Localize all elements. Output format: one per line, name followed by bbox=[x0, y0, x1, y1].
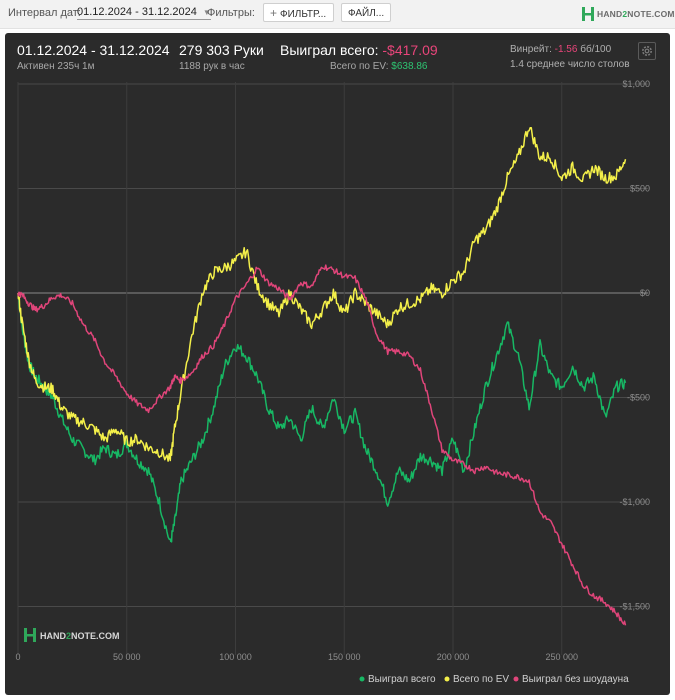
plus-icon: + bbox=[270, 6, 278, 20]
graph-panel: 01.12.2024 - 31.12.2024 Активен 235ч 1м … bbox=[5, 33, 670, 695]
period-title: 01.12.2024 - 31.12.2024 bbox=[17, 42, 170, 58]
watermark-text-a: HAND bbox=[40, 631, 66, 641]
ev-total: Всего по EV: $638.86 bbox=[330, 61, 427, 72]
hands-per-hour: 1188 рук в час bbox=[179, 61, 245, 72]
watermark-text-b: 2 bbox=[66, 631, 71, 641]
x-tick-label: 150 000 bbox=[328, 652, 361, 662]
interval-label: Интервал дат: bbox=[8, 7, 81, 19]
chevron-down-icon: ▼ bbox=[202, 8, 211, 17]
top-toolbar: Интервал дат: 01.12.2024 - 31.12.2024 ▼ Ф… bbox=[0, 0, 675, 29]
won-value: -$417.09 bbox=[382, 42, 438, 58]
logo-text-a: HAND bbox=[597, 8, 623, 19]
y-tick-label: $1,000 bbox=[622, 79, 650, 89]
watermark-text: HAND2NOTE.COM bbox=[40, 631, 120, 641]
chart-legend: Выиграл всего Всего по EV Выиграл без шоуд… bbox=[359, 673, 629, 685]
active-time: Активен 235ч 1м bbox=[17, 61, 95, 72]
file-button-label: ФАЙЛ... bbox=[348, 8, 385, 19]
legend-marker bbox=[513, 676, 519, 682]
ev-label: Всего по EV: bbox=[330, 61, 389, 72]
file-button[interactable]: ФАЙЛ... bbox=[341, 3, 391, 22]
won-label: Выиграл всего: bbox=[280, 42, 379, 58]
gear-icon bbox=[642, 46, 652, 56]
legend-marker bbox=[444, 676, 450, 682]
legend-label: Всего по EV bbox=[453, 674, 509, 685]
winrate: Винрейт: -1.56 бб/100 bbox=[510, 44, 611, 55]
date-range-value: 01.12.2024 - 31.12.2024 bbox=[77, 6, 197, 18]
logo-text-c: NOTE.COM bbox=[627, 8, 675, 19]
ev-value: $638.86 bbox=[391, 61, 428, 72]
watermark-text-c: NOTE.COM bbox=[71, 631, 120, 641]
winrate-value: -1.56 bbox=[554, 44, 578, 55]
logo-h-icon bbox=[582, 6, 594, 21]
filter-button[interactable]: + ФИЛЬТР... bbox=[263, 3, 334, 22]
legend-label: Выиграл всего bbox=[368, 674, 436, 685]
winrate-unit: бб/100 bbox=[580, 44, 612, 55]
y-tick-label: -$1,000 bbox=[619, 497, 650, 507]
hands-count: 279 303 Руки bbox=[179, 42, 264, 58]
date-range-select[interactable]: 01.12.2024 - 31.12.2024 ▼ bbox=[77, 6, 211, 20]
y-tick-label: $0 bbox=[640, 288, 650, 298]
settings-button[interactable] bbox=[638, 42, 656, 60]
series-line bbox=[17, 264, 627, 626]
series-line bbox=[17, 126, 627, 462]
x-tick-label: 200 000 bbox=[437, 652, 470, 662]
legend-label: Выиграл без шоудауна bbox=[522, 673, 629, 685]
winrate-label: Винрейт: bbox=[510, 44, 552, 55]
watermark-logo-bar-middle bbox=[24, 634, 36, 637]
filters-label: Фильтры: bbox=[207, 7, 255, 19]
filter-button-label: ФИЛЬТР... bbox=[280, 9, 327, 20]
chart-watermark: HAND2NOTE.COM bbox=[24, 628, 120, 642]
legend-marker bbox=[359, 676, 365, 682]
x-tick-label: 100 000 bbox=[219, 652, 252, 662]
y-tick-label: -$500 bbox=[627, 393, 650, 403]
x-tick-label: 0 bbox=[15, 652, 20, 662]
logo-text-b: 2 bbox=[622, 8, 628, 19]
y-tick-label: -$1,500 bbox=[619, 602, 650, 612]
won-total: Выиграл всего: -$417.09 bbox=[280, 42, 438, 58]
avg-tables: 1.4 среднее число столов bbox=[510, 59, 630, 70]
x-tick-label: 50 000 bbox=[113, 652, 141, 662]
y-tick-label: $500 bbox=[630, 184, 650, 194]
x-tick-label: 250 000 bbox=[545, 652, 578, 662]
hand2note-logo: HAND2NOTE.COM bbox=[581, 5, 675, 21]
series-line bbox=[17, 292, 627, 543]
